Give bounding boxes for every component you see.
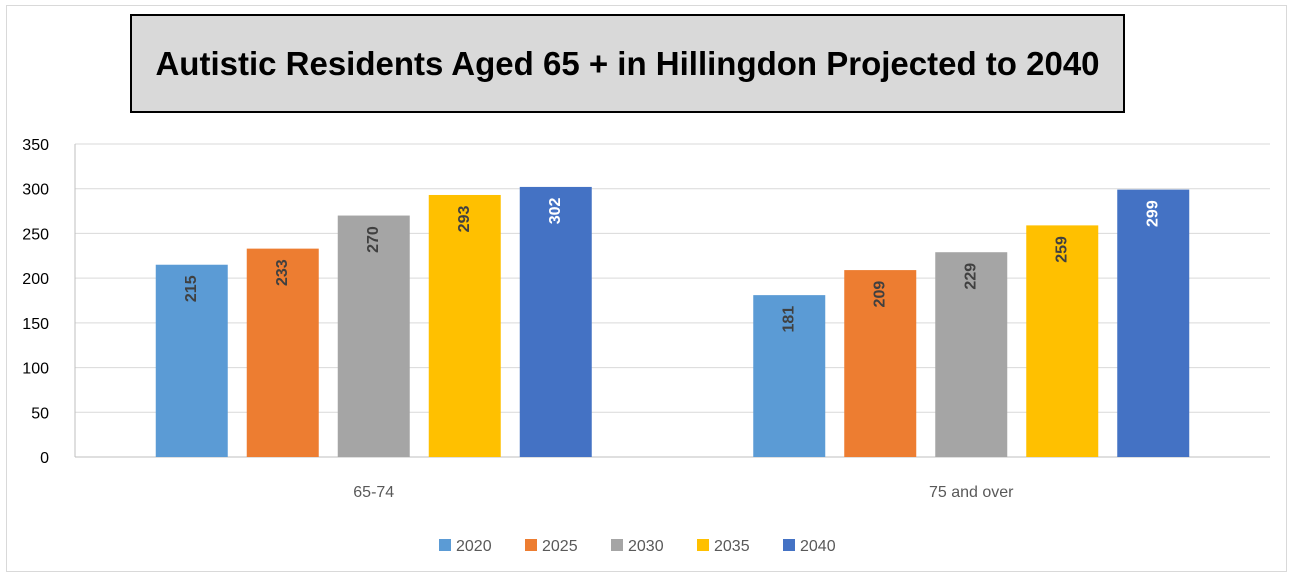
- y-tick-label: 50: [31, 405, 49, 422]
- chart-area: [6, 5, 1287, 572]
- legend-swatch-2035: [697, 539, 709, 551]
- data-label: 299: [1145, 200, 1162, 227]
- data-label: 215: [183, 275, 200, 302]
- data-label: 259: [1054, 236, 1071, 263]
- y-tick-label: 100: [22, 361, 49, 378]
- bar-2030-75-and-over: [935, 252, 1008, 457]
- bar-2040-75-and-over: [1117, 189, 1190, 457]
- chart-title: Autistic Residents Aged 65 + in Hillingd…: [155, 44, 1100, 82]
- data-label: 229: [963, 263, 980, 290]
- legend-swatch-2030: [611, 539, 623, 551]
- bar-2035-65-74: [428, 194, 501, 457]
- legend-label-2040: 2040: [800, 538, 836, 555]
- y-tick-label: 350: [22, 137, 49, 154]
- data-label: 233: [274, 259, 291, 286]
- bar-2030-65-74: [337, 215, 410, 457]
- chart-title-box: Autistic Residents Aged 65 + in Hillingd…: [130, 14, 1125, 113]
- legend-label-2020: 2020: [456, 538, 492, 555]
- bar-2035-75-and-over: [1026, 225, 1099, 457]
- bar-2020-75-and-over: [753, 295, 826, 457]
- data-label: 181: [781, 306, 798, 333]
- data-label: 270: [365, 226, 382, 253]
- x-category-label: 75 and over: [929, 484, 1014, 501]
- bar-2040-65-74: [519, 186, 592, 457]
- legend-label-2035: 2035: [714, 538, 750, 555]
- legend-label-2025: 2025: [542, 538, 578, 555]
- y-tick-label: 300: [22, 182, 49, 199]
- y-tick-label: 200: [22, 271, 49, 288]
- legend-label-2030: 2030: [628, 538, 664, 555]
- data-label: 293: [456, 206, 473, 233]
- bar-2025-65-74: [246, 248, 319, 457]
- data-label: 302: [547, 197, 564, 224]
- y-tick-label: 150: [22, 316, 49, 333]
- data-label: 209: [872, 281, 889, 308]
- bar-2025-75-and-over: [844, 270, 917, 457]
- y-tick-label: 250: [22, 226, 49, 243]
- legend-swatch-2025: [525, 539, 537, 551]
- bar-2020-65-74: [155, 264, 228, 457]
- x-category-label: 65-74: [353, 484, 394, 501]
- y-tick-label: 0: [40, 450, 49, 467]
- legend-swatch-2040: [783, 539, 795, 551]
- legend-swatch-2020: [439, 539, 451, 551]
